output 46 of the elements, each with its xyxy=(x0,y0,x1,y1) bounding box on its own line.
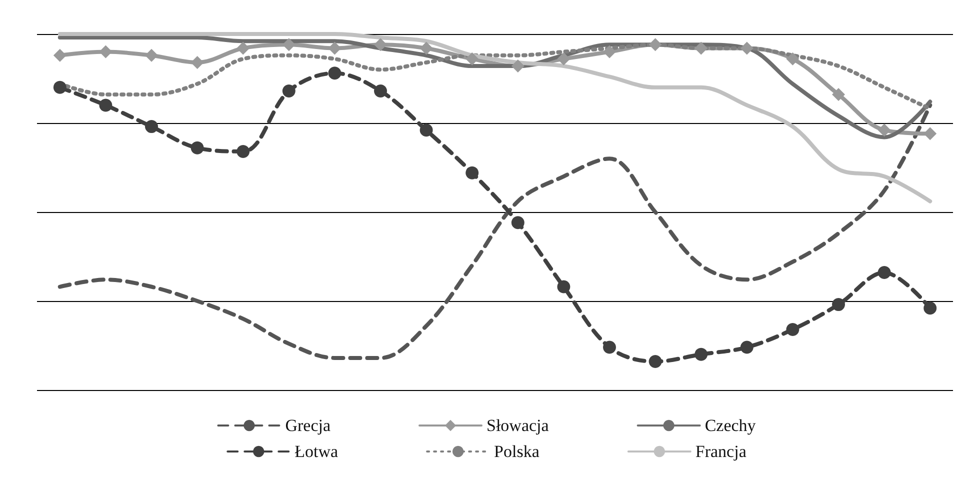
point xyxy=(53,80,66,94)
point xyxy=(145,120,158,134)
point xyxy=(557,280,570,294)
point xyxy=(420,42,433,55)
point xyxy=(145,48,158,62)
point xyxy=(694,42,708,55)
point xyxy=(786,322,800,336)
point xyxy=(511,60,524,73)
point xyxy=(466,52,479,66)
point xyxy=(603,340,616,354)
legend-label: Grecja xyxy=(285,416,331,435)
point xyxy=(603,45,616,58)
legend-label: Słowacja xyxy=(486,416,550,435)
point xyxy=(511,216,524,230)
point xyxy=(740,42,754,55)
point xyxy=(236,42,250,55)
point xyxy=(924,127,937,140)
point xyxy=(99,45,112,58)
point xyxy=(648,355,662,368)
point xyxy=(99,98,112,112)
legend-label: Francja xyxy=(695,442,747,461)
point xyxy=(420,124,433,137)
point xyxy=(832,88,845,102)
point xyxy=(282,84,296,98)
point xyxy=(694,348,708,361)
point xyxy=(190,141,204,154)
point xyxy=(924,302,937,315)
point xyxy=(190,56,204,69)
point xyxy=(374,84,387,98)
legend-label: Łotwa xyxy=(294,442,339,461)
point xyxy=(328,66,342,80)
point xyxy=(557,52,570,66)
point xyxy=(740,340,754,354)
point xyxy=(282,38,296,52)
point xyxy=(466,166,479,180)
legend-label: Polska xyxy=(494,442,540,461)
point xyxy=(878,266,891,280)
legend-label: Czechy xyxy=(704,416,756,435)
point xyxy=(786,52,800,66)
point xyxy=(374,38,387,52)
point xyxy=(832,298,845,312)
point xyxy=(648,38,662,52)
point xyxy=(236,144,250,158)
point xyxy=(328,42,342,55)
point xyxy=(878,124,891,137)
point xyxy=(53,48,66,62)
